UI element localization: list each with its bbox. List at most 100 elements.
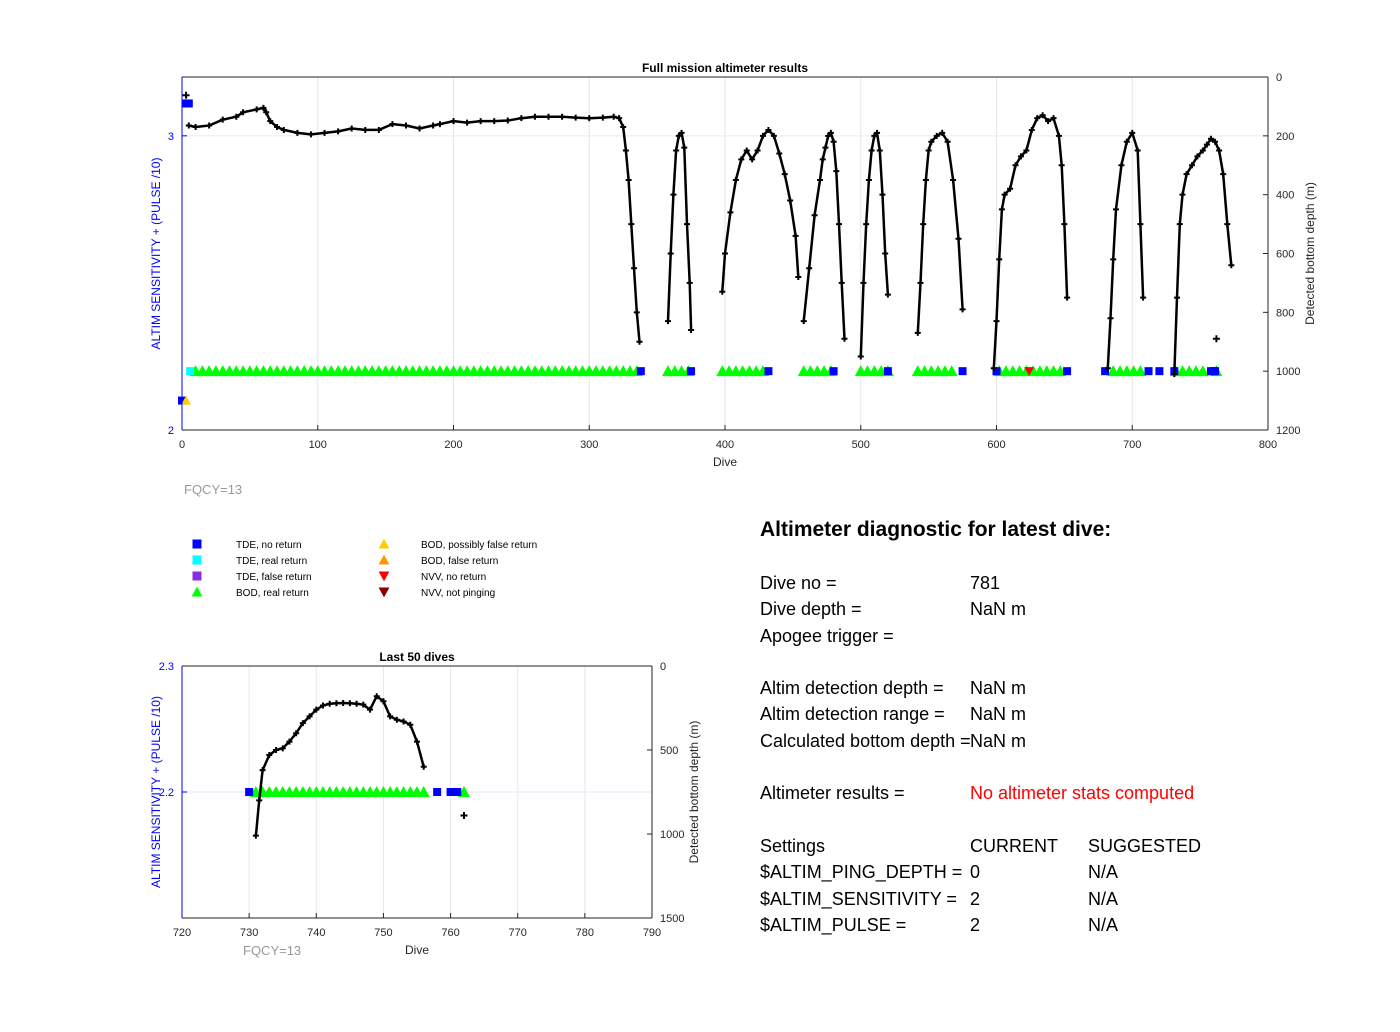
- x-tick-label: 750: [374, 927, 392, 939]
- tde-no-return-marker: [764, 367, 773, 376]
- bottom-depth-point: [1207, 135, 1214, 142]
- bottom-depth-point: [879, 191, 886, 198]
- diag-label: Dive no =: [760, 573, 837, 593]
- bottom-depth-point: [1028, 126, 1035, 133]
- bottom-depth-point: [252, 832, 259, 839]
- bottom-depth-point: [1188, 162, 1195, 169]
- x-tick-label: 780: [576, 927, 594, 939]
- y-right-axis-label: Detected bottom depth (m): [687, 721, 701, 864]
- diag-value: NaN m: [970, 599, 1027, 620]
- bottom-depth-point: [827, 129, 834, 136]
- bottom-depth-point: [586, 115, 593, 122]
- bottom-depth-point: [260, 104, 267, 111]
- bottom-depth-point: [874, 129, 881, 136]
- bottom-depth-point: [1107, 315, 1114, 322]
- bottom-depth-point: [1228, 262, 1235, 269]
- x-axis-label: Dive: [405, 943, 429, 957]
- chart-title: Full mission altimeter results: [642, 61, 808, 75]
- bottom-depth-point: [610, 113, 617, 120]
- bottom-depth-line: [1106, 131, 1145, 369]
- settings-header-current: CURRENT: [970, 835, 1058, 856]
- bottom-depth-point: [622, 147, 629, 154]
- bottom-depth-point: [664, 318, 671, 325]
- y-right-tick-label: 1500: [660, 913, 684, 925]
- bottom-depth-point: [491, 118, 498, 125]
- bottom-depth-point: [286, 738, 293, 745]
- bottom-depth-point: [876, 147, 883, 154]
- y-left-tick-label: 2: [168, 425, 174, 437]
- diag-row-altimeter-results: Altimeter results = No altimeter stats c…: [760, 780, 1380, 806]
- legend-marker-tde-no-return: [192, 539, 202, 549]
- bottom-depth-point: [1220, 171, 1227, 178]
- y-right-tick-label: 800: [1276, 307, 1294, 319]
- bottom-depth-point: [373, 693, 380, 700]
- bottom-depth-point: [727, 209, 734, 216]
- bottom-depth-point: [822, 144, 829, 151]
- bottom-depth-point: [860, 279, 867, 286]
- diag-value: 781: [970, 573, 1001, 593]
- bottom-depth-point: [389, 121, 396, 128]
- full-mission-chart: 0 100 200 300 400 500 600 700 800 2 3 0 200 400 600 800…: [149, 61, 1317, 497]
- bottom-depth-point: [765, 126, 772, 133]
- diag-label: Dive depth =: [760, 599, 862, 620]
- bottom-depth-point: [1058, 162, 1065, 169]
- settings-row-pulse: $ALTIM_PULSE = 2 N/A: [760, 912, 1380, 938]
- bottom-depth-point: [857, 353, 864, 360]
- legend-label-tde-no-return: TDE, no return: [236, 540, 302, 551]
- bottom-depth-point: [939, 129, 946, 136]
- bottom-depth-point: [545, 113, 552, 120]
- legend-marker-bod-possibly-false-return: [378, 538, 390, 549]
- bottom-depth-point: [1064, 294, 1071, 301]
- bottom-depth-point: [299, 720, 306, 727]
- bottom-depth-point: [559, 113, 566, 120]
- bottom-depth-point: [206, 122, 213, 129]
- bottom-depth-point: [722, 250, 728, 257]
- bottom-depth-point: [633, 309, 640, 316]
- bottom-depth-point: [367, 706, 373, 713]
- bottom-depth-point: [1045, 118, 1052, 125]
- diag-row-detection-range: Altim detection range = NaN m: [760, 701, 1380, 727]
- bottom-depth-point: [400, 718, 407, 725]
- bottom-depth-point: [380, 698, 387, 705]
- x-tick-label: 600: [987, 439, 1005, 451]
- bottom-depth-line: [721, 128, 800, 292]
- bottom-depth-point: [749, 156, 756, 163]
- bottom-depth-point: [1007, 185, 1014, 192]
- diag-label: Altimeter results =: [760, 783, 905, 804]
- bottom-depth-point: [1174, 294, 1181, 301]
- y-right-tick-label: 600: [1276, 249, 1294, 261]
- bottom-depth-point: [719, 288, 726, 295]
- setting-suggested: N/A: [1088, 862, 1119, 883]
- bottom-depth-point: [1050, 115, 1057, 122]
- x-tick-label: 740: [307, 927, 325, 939]
- bottom-depth-point: [811, 212, 818, 219]
- legend-marker-tde-false-return: [192, 571, 202, 581]
- bottom-depth-point: [306, 713, 313, 720]
- bottom-depth-point: [792, 232, 799, 239]
- diag-value: NaN m: [970, 678, 1027, 699]
- bottom-depth-point: [1110, 256, 1117, 263]
- bottom-depth-point: [743, 147, 750, 154]
- bottom-depth-point: [219, 116, 226, 123]
- diag-row-dive-no: Dive no = 781: [760, 570, 1380, 596]
- tde-no-return-marker: [829, 367, 838, 376]
- tde-no-return-marker: [1155, 367, 1164, 376]
- tde-no-return-marker: [446, 788, 455, 796]
- setting-suggested: N/A: [1088, 914, 1119, 935]
- fqcy-footnote: FQCY=13: [243, 943, 301, 958]
- y-right-axis-label: Detected bottom depth (m): [1303, 182, 1317, 325]
- bottom-depth-point: [531, 113, 538, 120]
- bottom-depth-point: [335, 128, 342, 135]
- tde-no-return-marker: [883, 367, 892, 376]
- legend-label-nvv-no-return: NVV, no return: [421, 572, 486, 583]
- bottom-depth-point: [955, 235, 962, 242]
- bottom-depth-line: [916, 131, 964, 333]
- bottom-depth-point: [738, 156, 745, 163]
- bottom-depth-point: [293, 730, 300, 737]
- bottom-depth-point: [274, 124, 281, 131]
- x-tick-label: 700: [1123, 439, 1141, 451]
- bottom-depth-point: [631, 265, 638, 272]
- setting-suggested: N/A: [1088, 888, 1119, 909]
- y-right-tick-label: 0: [660, 661, 666, 673]
